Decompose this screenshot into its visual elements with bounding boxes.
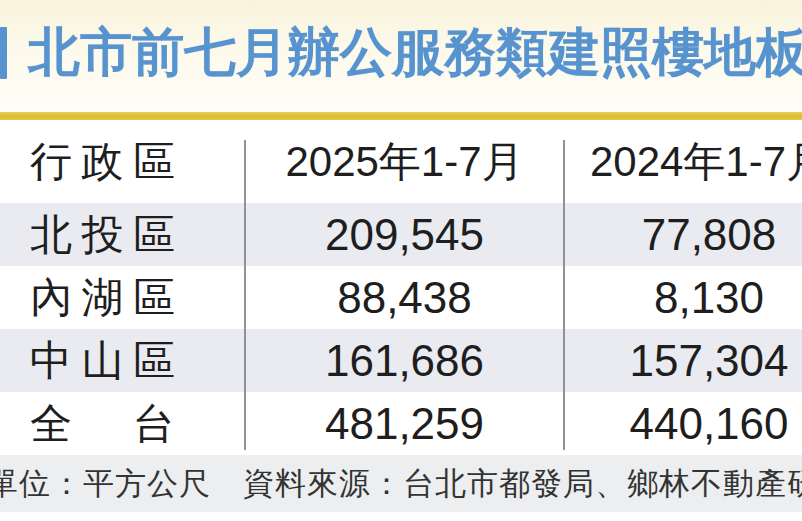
district-name: 內湖區 xyxy=(30,270,175,326)
value-2024: 77,808 xyxy=(564,210,802,260)
page-title: 北市前七月辦公服務類建照樓地板面 xyxy=(28,24,802,80)
footer-band: 單位：平方公尺 資料來源：台北市都發局、鄉林不動產研 xyxy=(0,455,802,512)
table-header-row: 行政區 2025年1-7月 2024年1-7月 xyxy=(0,120,802,203)
table-row: 北投區 209,545 77,808 xyxy=(0,203,802,266)
unit-and-source-note: 單位：平方公尺 資料來源：台北市都發局、鄉林不動產研 xyxy=(0,463,802,505)
value-2025: 481,259 xyxy=(245,399,564,449)
table-row: 內湖區 88,438 8,130 xyxy=(0,266,802,329)
infographic-table: 北市前七月辦公服務類建照樓地板面 行政區 2025年1-7月 2024年1-7月… xyxy=(0,0,802,521)
district-name: 北投區 xyxy=(30,207,175,263)
value-2025: 161,686 xyxy=(245,336,564,386)
value-2024: 8,130 xyxy=(564,273,802,323)
value-2025: 209,545 xyxy=(245,210,564,260)
table-row: 中山區 161,686 157,304 xyxy=(0,329,802,392)
header-2025: 2025年1-7月 xyxy=(245,134,564,190)
value-2024: 157,304 xyxy=(564,336,802,386)
header-district: 行政區 xyxy=(30,134,175,190)
table-row: 全台 481,259 440,160 xyxy=(0,392,802,455)
gold-divider-rule xyxy=(0,112,802,120)
district-name: 全台 xyxy=(30,396,175,452)
header-2024: 2024年1-7月 xyxy=(564,134,802,190)
title-band: 北市前七月辦公服務類建照樓地板面 xyxy=(0,0,802,112)
value-2025: 88,438 xyxy=(245,273,564,323)
column-divider xyxy=(244,140,246,450)
title-clipped-char xyxy=(0,27,7,79)
district-name: 中山區 xyxy=(30,333,175,389)
value-2024: 440,160 xyxy=(564,399,802,449)
column-divider xyxy=(563,140,565,450)
